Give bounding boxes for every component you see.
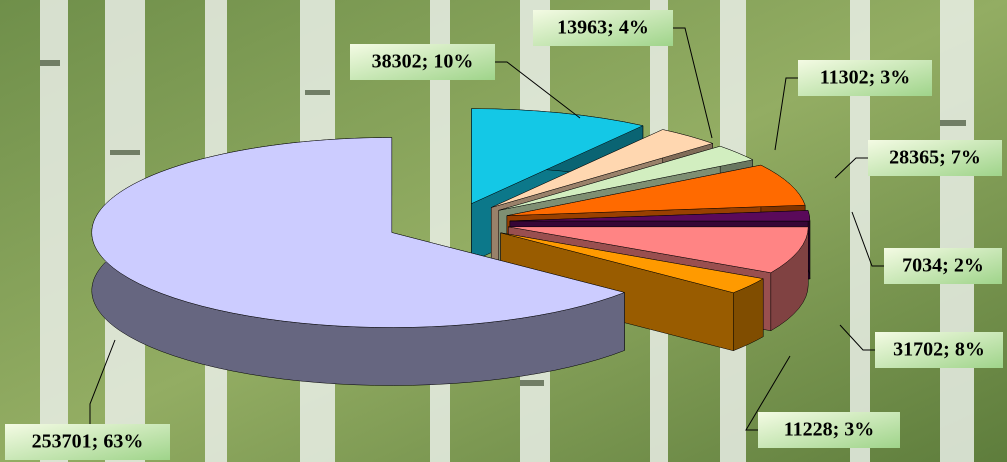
slice [471, 108, 644, 205]
data-label: 31702; 8% [893, 339, 985, 361]
label-box [758, 412, 900, 448]
data-label: 13963; 4% [557, 17, 649, 39]
slice [506, 164, 806, 216]
slice [500, 232, 764, 293]
leader-line [851, 211, 884, 267]
leader-line [495, 61, 581, 119]
leader-line [673, 27, 713, 139]
data-label: 11228; 3% [784, 419, 875, 441]
slice [508, 226, 809, 274]
label-box [350, 44, 495, 80]
slice [491, 129, 714, 208]
leader-line [89, 339, 116, 424]
leader-line [839, 324, 875, 351]
leader-line [774, 77, 798, 151]
data-label: 253701; 63% [32, 431, 144, 453]
label-box [868, 140, 1002, 176]
label-box [5, 424, 170, 460]
slice [509, 210, 811, 222]
label-box [884, 248, 1002, 284]
label-box [798, 60, 932, 96]
slice [91, 137, 626, 328]
data-label: 7034; 2% [902, 255, 984, 277]
data-label: 28365; 7% [889, 147, 981, 169]
label-box [875, 332, 1003, 368]
leader-line [834, 157, 868, 179]
leader-line [745, 355, 791, 431]
label-box [533, 10, 673, 46]
data-label: 11302; 3% [820, 67, 911, 89]
slice [498, 145, 754, 211]
data-label: 38302; 10% [372, 51, 474, 73]
